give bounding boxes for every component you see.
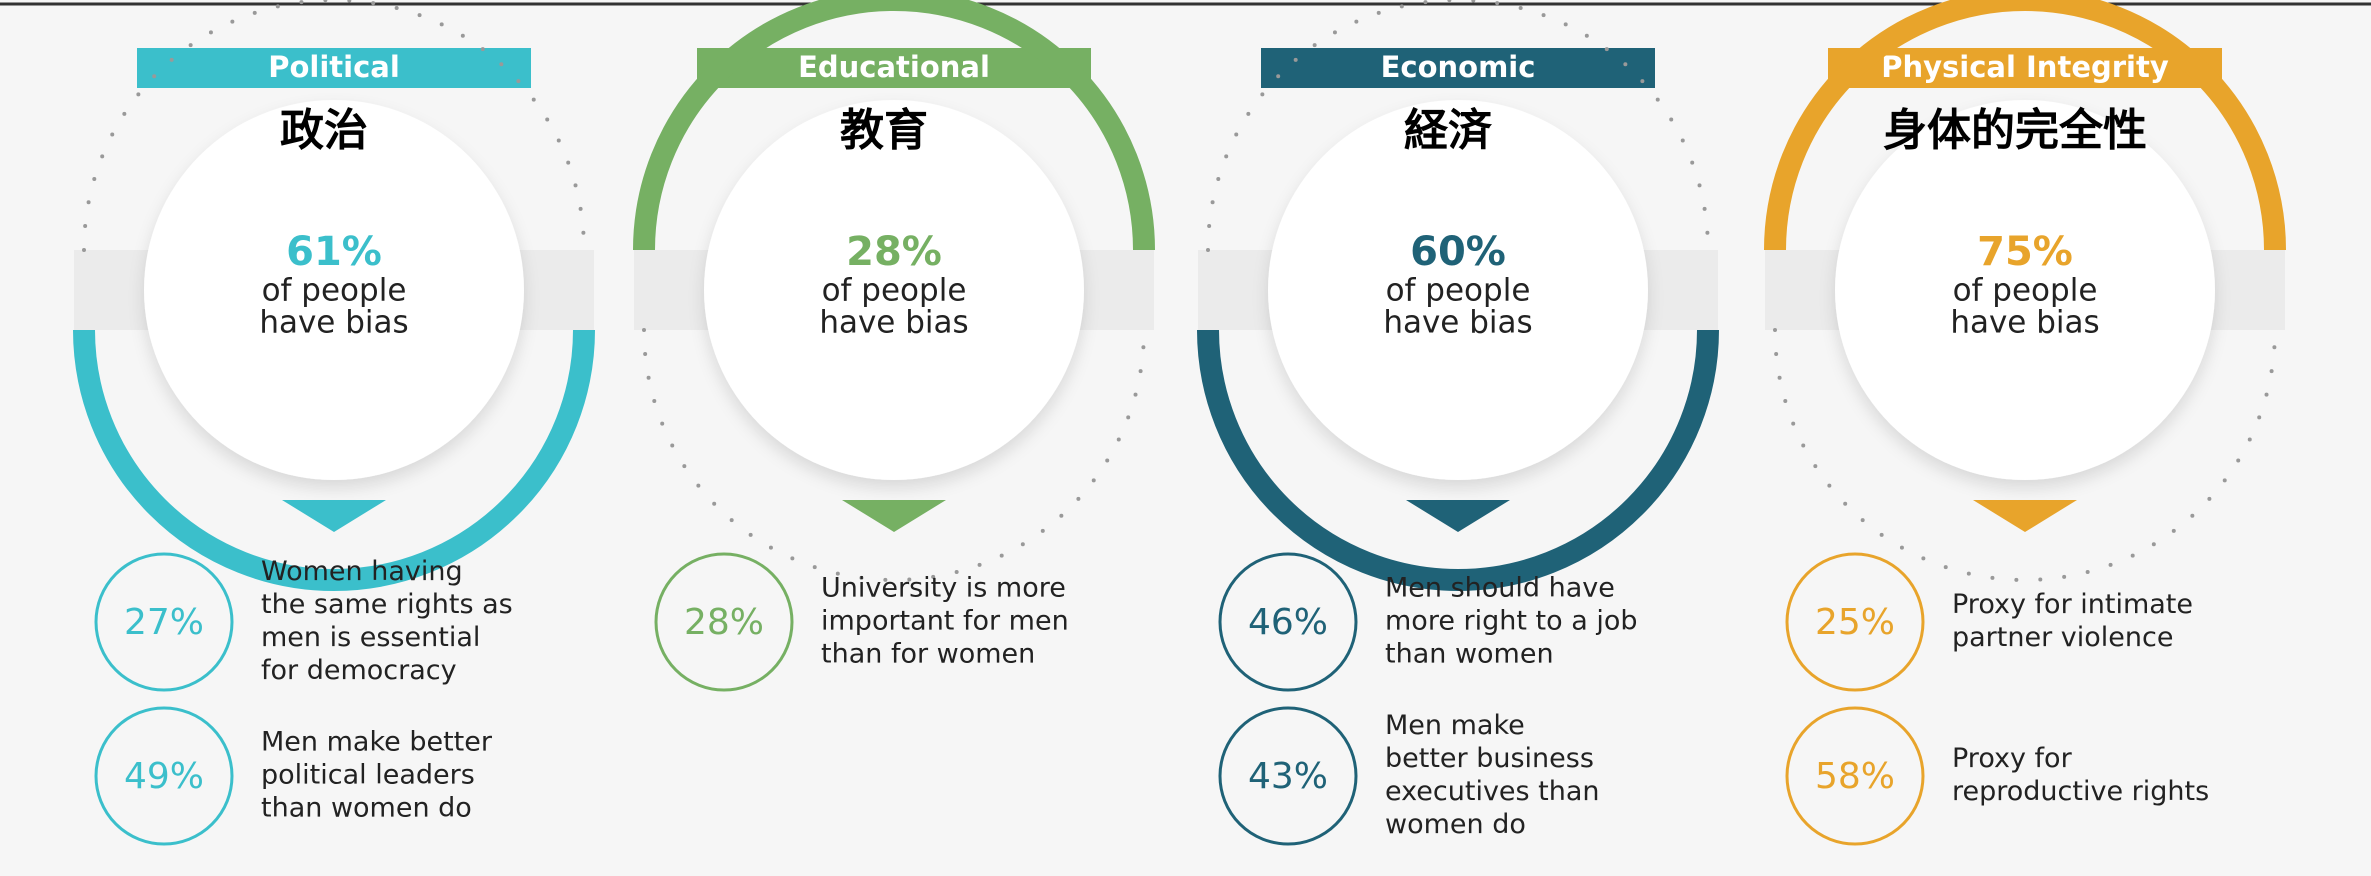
item-text: Proxy for intimate	[1952, 589, 2193, 620]
category-title: Economic	[1381, 50, 1536, 84]
item-stat: 58%	[1815, 756, 1895, 797]
item-stat: 49%	[124, 756, 204, 797]
item-text: the same rights as	[261, 589, 513, 620]
item-text: University is more	[821, 573, 1066, 604]
item-stat: 43%	[1248, 756, 1328, 797]
category-label: 身体的完全性	[1883, 105, 2147, 156]
inner-circle	[144, 100, 524, 480]
item-text: Men make	[1385, 710, 1525, 741]
headline-text: have bias	[819, 305, 968, 341]
item-circle	[1218, 552, 1358, 692]
item-text: women do	[1385, 809, 1526, 840]
headline-text: have bias	[259, 305, 408, 341]
ring-arc	[1764, 0, 2286, 251]
inner-circle	[704, 100, 1084, 480]
item-text: than women do	[261, 793, 472, 824]
item-text: than women	[1385, 639, 1554, 670]
ring-arc	[73, 329, 595, 591]
item-text: more right to a job	[1385, 606, 1638, 637]
inner-circle	[1835, 100, 2215, 480]
headline-stat: 61%	[286, 229, 382, 275]
item-circle	[1785, 706, 1925, 846]
inner-circle	[1268, 100, 1648, 480]
category-banner	[1261, 48, 1655, 88]
headline-text: of people	[1953, 273, 2098, 309]
headline-text: of people	[1386, 273, 1531, 309]
item-text: reproductive rights	[1952, 776, 2209, 807]
item-text: for democracy	[261, 655, 457, 686]
headline-stat: 28%	[846, 229, 942, 275]
item-circle	[94, 552, 234, 692]
item-text: Men make better	[261, 727, 493, 758]
headline-text: of people	[822, 273, 967, 309]
ring-arc	[1197, 329, 1719, 591]
item-circle	[1785, 552, 1925, 692]
category-banner	[697, 48, 1091, 88]
item-circle	[654, 552, 794, 692]
item-text: partner violence	[1952, 622, 2173, 653]
category-title: Physical Integrity	[1881, 50, 2169, 84]
item-text: Proxy for	[1952, 743, 2073, 774]
item-text: Women having	[261, 556, 463, 587]
item-circle	[94, 706, 234, 846]
headline-stat: 75%	[1977, 229, 2073, 275]
category-label: 経済	[1404, 105, 1493, 156]
pointer	[282, 500, 386, 532]
headline-text: have bias	[1950, 305, 2099, 341]
item-text: men is essential	[261, 622, 480, 653]
item-text: executives than	[1385, 776, 1600, 807]
pointer	[1973, 500, 2077, 532]
item-circle	[1218, 706, 1358, 846]
item-stat: 25%	[1815, 602, 1895, 643]
item-text: better business	[1385, 743, 1594, 774]
item-text: important for men	[821, 606, 1069, 637]
ring-arc	[633, 0, 1155, 251]
category-banner	[137, 48, 531, 88]
pointer	[842, 500, 946, 532]
headline-text: of people	[262, 273, 407, 309]
category-label: 教育	[840, 105, 928, 156]
item-stat: 28%	[684, 602, 764, 643]
category-banner	[1828, 48, 2222, 88]
item-text: political leaders	[261, 760, 475, 791]
item-text: than for women	[821, 639, 1035, 670]
category-title: Political	[268, 50, 400, 84]
item-stat: 27%	[124, 602, 204, 643]
category-title: Educational	[798, 50, 990, 84]
pointer	[1406, 500, 1510, 532]
headline-text: have bias	[1383, 305, 1532, 341]
item-stat: 46%	[1248, 602, 1328, 643]
headline-stat: 60%	[1410, 229, 1506, 275]
item-text: Men should have	[1385, 573, 1615, 604]
category-label: 政治	[280, 105, 368, 156]
